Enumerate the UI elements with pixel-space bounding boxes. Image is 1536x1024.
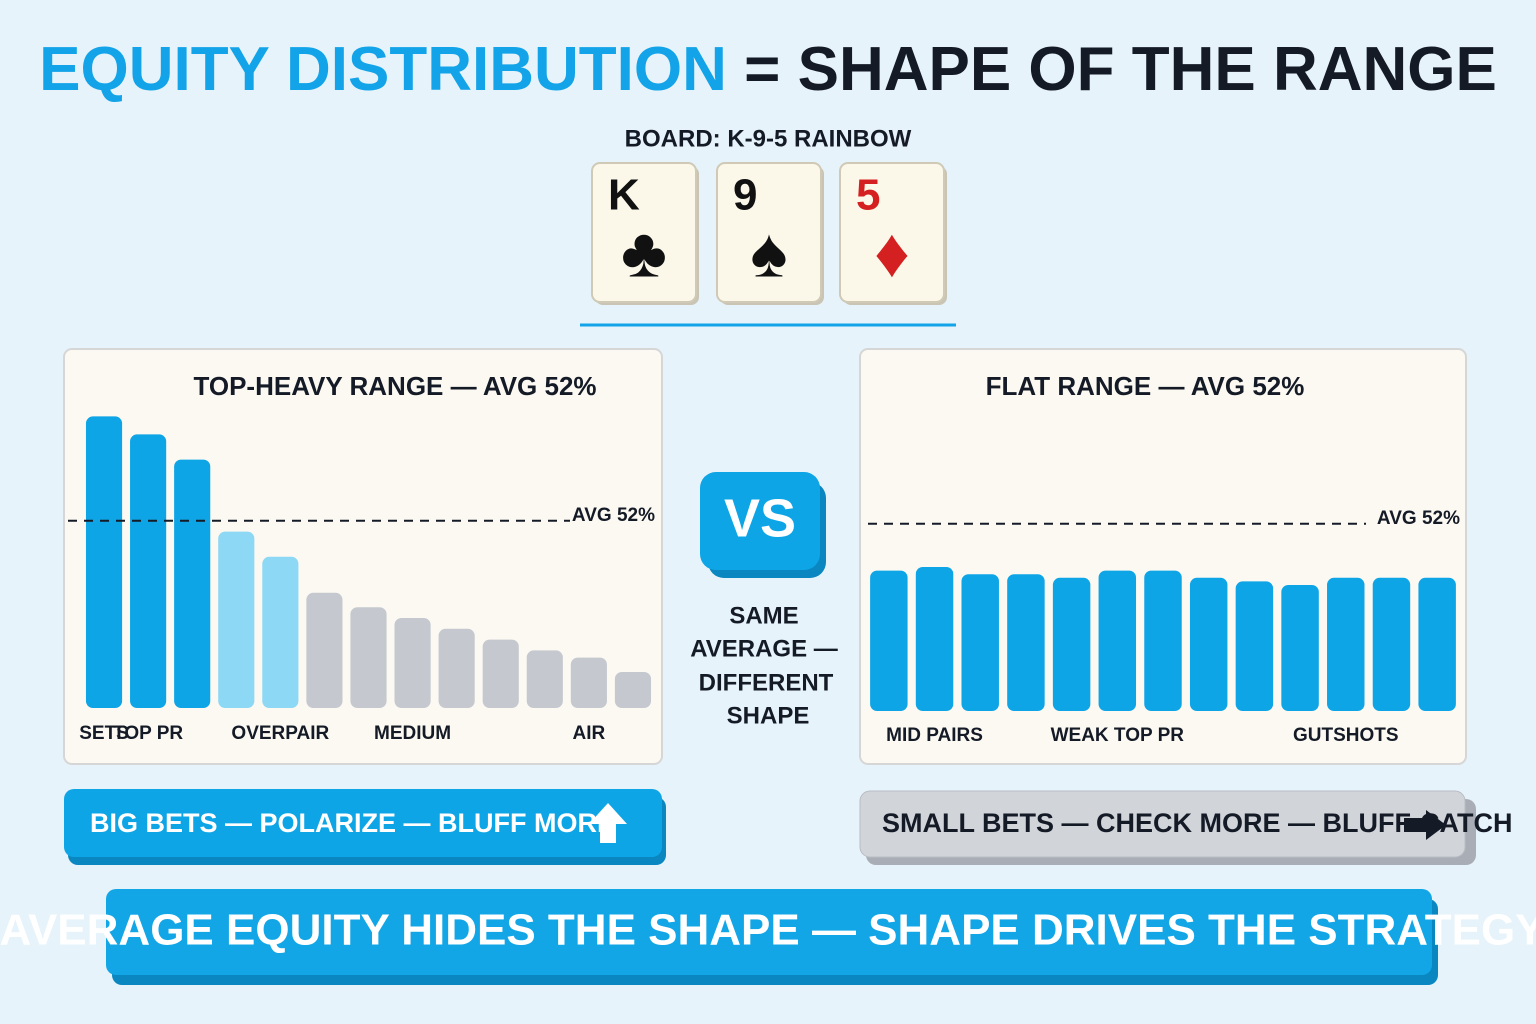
card-suit: ♠ <box>750 213 787 291</box>
chart-title: FLAT RANGE — AVG 52% <box>986 371 1305 401</box>
x-tick-label: SETS <box>79 723 129 744</box>
avg-label: AVG 52% <box>1377 508 1460 529</box>
card-rank: 9 <box>733 171 757 220</box>
bar <box>1418 577 1456 711</box>
bar <box>1098 570 1137 711</box>
x-tick-label: GUTSHOTS <box>1293 725 1399 746</box>
card-rank: 5 <box>856 171 880 220</box>
bar <box>915 567 954 711</box>
bar <box>174 459 211 708</box>
bar <box>570 657 607 708</box>
playing-card <box>591 162 697 303</box>
bar <box>1327 577 1365 711</box>
playing-card <box>839 162 945 303</box>
card-rank: K <box>608 171 640 220</box>
title-part: SHAPE OF THE RANGE <box>798 35 1497 104</box>
card-suit: ♣ <box>621 213 667 291</box>
bar <box>1007 574 1045 711</box>
bar <box>85 416 123 708</box>
footer-text: AVERAGE EQUITY HIDES THE SHAPE — SHAPE D… <box>0 906 1536 955</box>
vs-caption: SHAPE <box>727 702 810 729</box>
playing-card <box>716 162 822 303</box>
bar <box>614 672 652 708</box>
chart-title: TOP-HEAVY RANGE — AVG 52% <box>193 371 596 401</box>
vs-text: VS <box>724 488 796 548</box>
bar <box>1144 570 1182 711</box>
title-part: EQUITY DISTRIBUTION <box>39 35 727 104</box>
callout <box>859 790 1466 858</box>
bar <box>438 628 475 708</box>
bar <box>1189 577 1228 711</box>
bar <box>306 592 343 708</box>
bar <box>482 639 519 708</box>
board-label: BOARD: K-9-5 RAINBOW <box>625 125 912 152</box>
x-tick-label: WEAK TOP PR <box>1051 725 1185 746</box>
vs-caption: AVERAGE — <box>690 635 838 662</box>
x-tick-label: AIR <box>573 723 606 744</box>
callout <box>64 789 662 857</box>
bar <box>1372 577 1411 711</box>
title-sep: = <box>744 35 780 104</box>
bar <box>1052 577 1091 711</box>
arrow-right-icon <box>1404 810 1446 840</box>
vs-caption: DIFFERENT <box>699 669 834 696</box>
vs-caption: SAME <box>729 602 798 629</box>
bar <box>1235 581 1274 711</box>
x-tick-label: TOP PR <box>113 723 183 744</box>
bar <box>218 531 255 708</box>
main-title: EQUITY DISTRIBUTION = SHAPE OF THE RANGE <box>39 35 1497 104</box>
bar <box>870 570 908 711</box>
bar <box>961 574 999 711</box>
footer-banner <box>106 889 1432 975</box>
x-tick-label: OVERPAIR <box>231 723 329 744</box>
arrow-up-icon <box>589 803 627 843</box>
bar <box>1281 585 1319 711</box>
bar <box>262 556 299 708</box>
vs-badge <box>700 472 820 570</box>
x-tick-label: MID PAIRS <box>886 725 983 746</box>
bar <box>526 650 563 708</box>
x-tick-label: MEDIUM <box>374 723 451 744</box>
card-suit: ♦ <box>874 213 910 291</box>
callout-text: BIG BETS — POLARIZE — BLUFF MORE <box>90 808 615 838</box>
bar <box>350 607 387 708</box>
bar <box>394 618 431 708</box>
bar <box>130 434 167 708</box>
avg-label: AVG 52% <box>572 505 655 526</box>
